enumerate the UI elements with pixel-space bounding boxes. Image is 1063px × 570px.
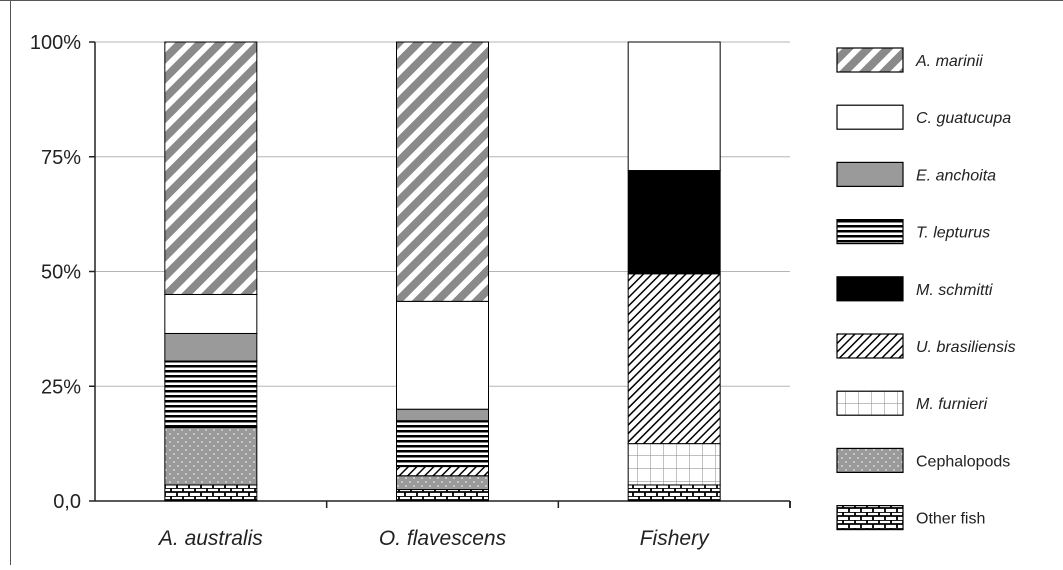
legend-label-t-lepturus: T. lepturus [916,225,990,242]
y-tick-label: 25% [41,376,81,398]
bar-segment-fishery-m-schmitti [627,170,721,275]
legend-swatch-u-brasiliensis [836,333,904,359]
bar-segment-a-australis-c-guatucupa [164,293,258,334]
legend-label-u-brasiliensis: U. brasiliensis [916,339,1016,356]
y-tick-label: 100% [30,32,81,54]
legend-swatch-m-furnieri [836,390,904,416]
bar-segment-a-australis-t-lepturus [164,360,258,429]
y-tick-label: 0,0 [53,491,81,513]
frame-left-border [10,0,11,565]
legend-swatch-other-fish [836,505,904,531]
legend-swatch-t-lepturus [836,219,904,245]
legend-swatch-e-anchoita [836,161,904,187]
bar-segment-o-flavescens-a-marinii [396,41,489,302]
y-tick-label: 50% [41,262,81,284]
legend-label-a-marinii: A. marinii [915,53,983,70]
bar-segment-o-flavescens-e-anchoita [396,408,489,422]
bar-segment-a-australis-cephalopods [164,427,258,486]
bar-segment-fishery-u-brasiliensis [627,273,721,445]
x-tick-label: A. australis [157,527,263,550]
legend-swatch-a-marinii [836,47,904,73]
frame-top-border [0,0,1063,1]
bar-segment-o-flavescens-cephalopods [396,475,489,491]
bar-segment-a-australis-other-fish [164,484,258,502]
legend-label-cephalopods: Cephalopods [916,453,1010,470]
bars [164,41,721,502]
bar-segment-o-flavescens-c-guatucupa [396,300,489,410]
legend-label-c-guatucupa: C. guatucupa [916,110,1011,127]
legend-label-other-fish: Other fish [916,511,985,528]
bar-segment-a-australis-a-marinii [164,41,258,295]
bar-segment-o-flavescens-other-fish [396,489,489,502]
bar-segment-o-flavescens-u-brasiliensis [396,466,489,477]
x-tick-label: Fishery [640,527,710,550]
legend-label-e-anchoita: E. anchoita [916,167,996,184]
legend-swatch-c-guatucupa [836,104,904,130]
bar-segment-fishery-other-fish [627,484,721,502]
legend-label-m-furnieri: M. furnieri [916,396,988,413]
axes: 0,0 25% 50% 75% 100% A. australis O. flavescen… [30,32,791,550]
legend-swatch-m-schmitti [836,276,904,302]
y-tick-label: 75% [41,147,81,169]
legend: A. marinii C. guatucupa E. anchoita T. lept… [836,47,1016,531]
x-tick-label: O. flavescens [379,527,507,550]
bar-segment-fishery-m-furnieri [627,443,721,486]
legend-swatch-cephalopods [836,447,904,473]
bar-segment-fishery-c-guatucupa [627,41,721,172]
bar-segment-a-australis-e-anchoita [164,332,258,362]
legend-label-m-schmitti: M. schmitti [916,282,993,299]
bar-segment-o-flavescens-t-lepturus [396,420,489,468]
